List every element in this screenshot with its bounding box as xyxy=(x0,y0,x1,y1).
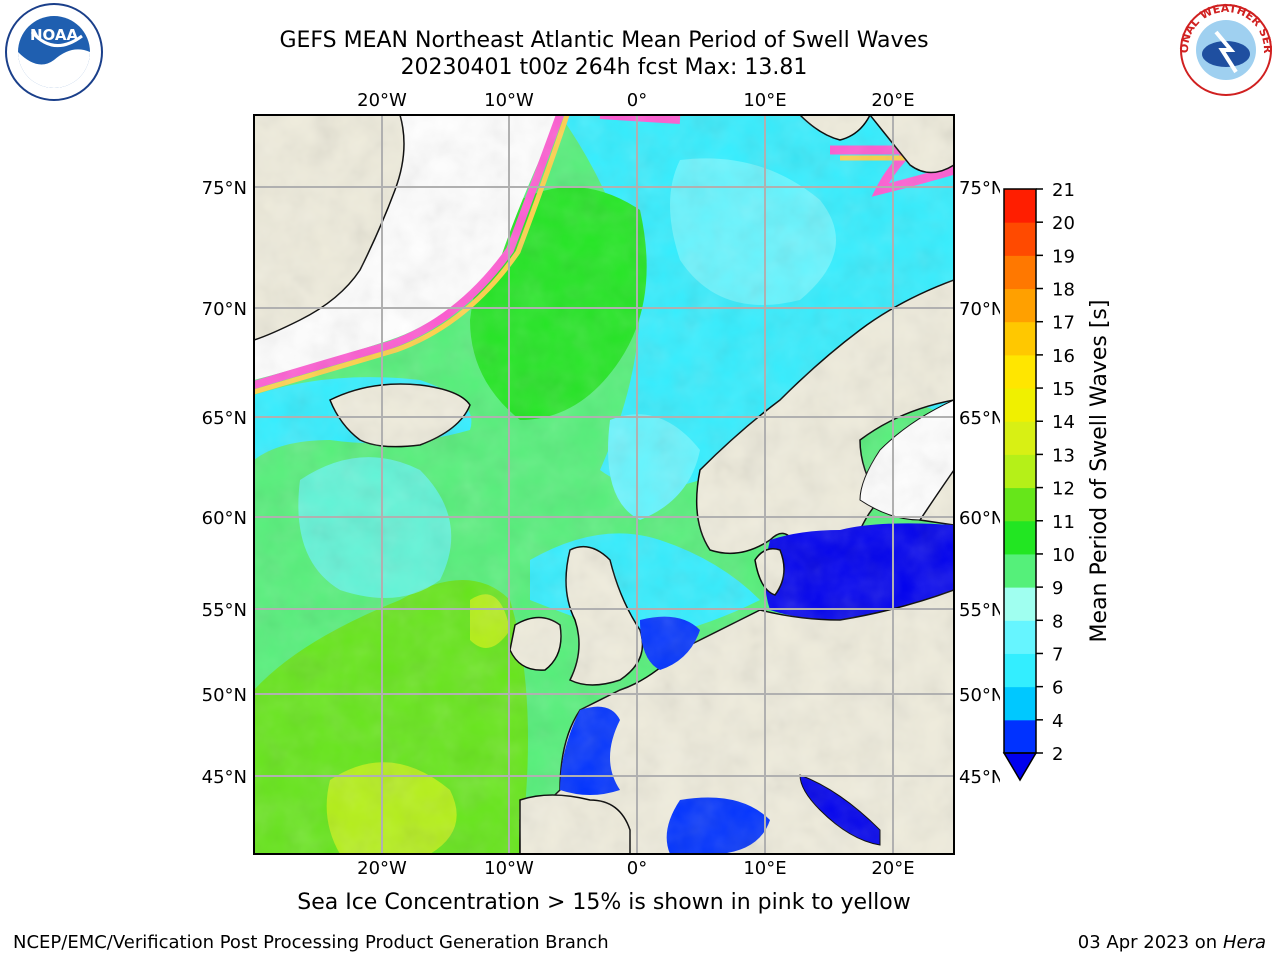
colorbar-tick-label: 20 xyxy=(1052,213,1075,234)
colorbar-tick-label: 6 xyxy=(1052,678,1063,699)
colorbar-tick-label: 19 xyxy=(1052,246,1075,267)
lon-label-bottom: 20°W xyxy=(357,858,407,879)
lon-label-top: 20°W xyxy=(357,90,407,111)
lat-label-left: 60°N xyxy=(202,508,247,529)
colorbar-tick-label: 8 xyxy=(1052,611,1063,632)
colorbar-segment xyxy=(1004,354,1036,389)
colorbar-tick-label: 15 xyxy=(1052,379,1075,400)
lon-label-bottom: 20°E xyxy=(871,858,914,879)
colorbar-segment xyxy=(1004,222,1036,256)
colorbar-tick-label: 4 xyxy=(1052,711,1063,732)
footer-date-text: 03 Apr 2023 on xyxy=(1077,932,1223,953)
lat-label-left: 70°N xyxy=(202,299,247,320)
colorbar-segment xyxy=(1004,421,1036,455)
lat-label-left: 50°N xyxy=(202,685,247,706)
footer-date: 03 Apr 2023 on Hera xyxy=(1078,932,1266,953)
colorbar-tick-label: 14 xyxy=(1052,412,1075,433)
lat-label-left: 75°N xyxy=(202,178,247,199)
colorbar-tick-label: 16 xyxy=(1052,346,1075,367)
colorbar-segment xyxy=(1004,620,1036,654)
colorbar-segment xyxy=(1004,587,1036,621)
colorbar-label: Mean Period of Swell Waves [s] xyxy=(1087,300,1112,643)
colorbar-segment xyxy=(1004,321,1036,356)
map-field xyxy=(254,115,954,854)
map-frame xyxy=(253,114,955,855)
colorbar-segment xyxy=(1004,686,1036,721)
colorbar-tick-label: 13 xyxy=(1052,445,1075,466)
lat-label-right: 50°N xyxy=(959,685,1000,706)
lat-label-left: 45°N xyxy=(202,767,247,788)
lat-label-right: 55°N xyxy=(959,600,1000,621)
colorbar-frame xyxy=(1003,188,1037,754)
lon-label-top: 0° xyxy=(627,90,647,111)
lat-label-right: 45°N xyxy=(959,767,1000,788)
colorbar-segment xyxy=(1004,288,1036,323)
lon-label-top: 10°W xyxy=(484,90,534,111)
colorbar-tick-label: 21 xyxy=(1052,180,1075,201)
lon-label-bottom: 10°E xyxy=(743,858,786,879)
colorbar-segment xyxy=(1004,719,1036,754)
lon-label-bottom: 0° xyxy=(627,858,647,879)
chart-subtitle: 20230401 t00z 264h fcst Max: 13.81 xyxy=(400,55,808,80)
sea-ice-note: Sea Ice Concentration > 15% is shown in … xyxy=(297,890,911,915)
colorbar-tick-label: 17 xyxy=(1052,313,1075,334)
lat-label-left: 65°N xyxy=(202,408,247,429)
colorbar-segment xyxy=(1004,454,1036,489)
colorbar-segment xyxy=(1004,255,1036,290)
chart-title: GEFS MEAN Northeast Atlantic Mean Period… xyxy=(279,28,929,53)
colorbar-ticks: 2 4 6 7 8 9 10 11 12 13 14 15 16 17 18 19 20 21 xyxy=(1036,180,1075,765)
colorbar-segment xyxy=(1004,520,1036,555)
lat-label-left: 55°N xyxy=(202,600,247,621)
colorbar-tick-label: 10 xyxy=(1052,545,1075,566)
lon-label-bottom: 10°W xyxy=(484,858,534,879)
lon-label-top: 10°E xyxy=(743,90,786,111)
colorbar-tick-label: 12 xyxy=(1052,479,1075,500)
noaa-logo-text: NOAA xyxy=(30,26,79,44)
noaa-logo: NOAA xyxy=(5,3,103,101)
colorbar-segment xyxy=(1004,553,1036,588)
colorbar-segment xyxy=(1004,189,1036,223)
colorbar-tick-label: 18 xyxy=(1052,280,1075,301)
graticule xyxy=(254,115,954,854)
swell-period-map: 20°W 10°W 0° 10°E 20°E 20°W 10°W 0° 10°E… xyxy=(202,90,1000,879)
colorbar-tick-label: 7 xyxy=(1052,644,1063,665)
lat-label-right: 70°N xyxy=(959,299,1000,320)
colorbar-extend-triangle xyxy=(1002,752,1038,782)
nws-logo: NATIONAL WEATHER SERVICE xyxy=(1176,2,1274,96)
footer-credit: NCEP/EMC/Verification Post Processing Pr… xyxy=(13,932,609,953)
colorbar-tick-label: 2 xyxy=(1052,744,1063,765)
lat-label-right: 60°N xyxy=(959,508,1000,529)
lon-label-top: 20°E xyxy=(871,90,914,111)
footer-machine: Hera xyxy=(1222,932,1266,953)
colorbar-segments xyxy=(1004,189,1036,754)
colorbar-segment xyxy=(1004,388,1036,422)
colorbar-tick-label: 11 xyxy=(1052,512,1075,533)
colorbar-segment xyxy=(1004,653,1036,688)
colorbar-tick-label: 9 xyxy=(1052,578,1063,599)
lat-label-right: 75°N xyxy=(959,178,1000,199)
lat-label-right: 65°N xyxy=(959,408,1000,429)
colorbar-segment xyxy=(1004,487,1036,522)
